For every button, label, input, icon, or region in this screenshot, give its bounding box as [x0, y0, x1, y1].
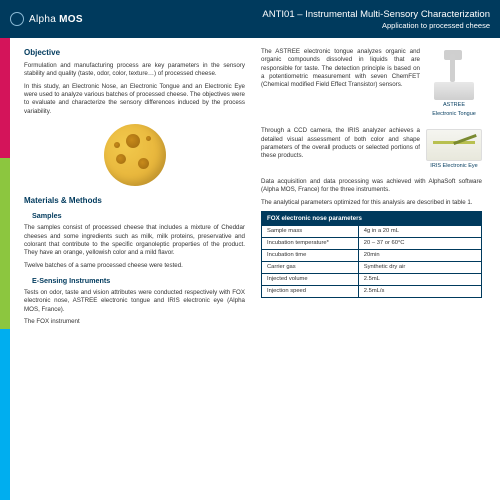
- astree-device: ASTREE Electronic Tongue: [426, 50, 482, 117]
- objective-p2: In this study, an Electronic Nose, an El…: [24, 83, 245, 116]
- table-body: Sample mass4g in a 20 mLIncubation tempe…: [262, 225, 482, 297]
- sidebar-red: [0, 38, 10, 158]
- table-row: Sample mass4g in a 20 mL: [262, 225, 482, 237]
- logo-alpha: Alpha: [29, 14, 56, 25]
- doc-title: ANTI01 – Instrumental Multi-Sensory Char…: [262, 9, 490, 20]
- table-row: Injection speed2.5mL/s: [262, 285, 482, 297]
- table-row: Carrier gasSynthetic dry air: [262, 261, 482, 273]
- fox-params-table: FOX electronic nose parameters Sample ma…: [261, 211, 482, 298]
- cheese-image: [104, 124, 166, 186]
- table-cell: Injected volume: [262, 273, 359, 285]
- sidebar-blue: [0, 329, 10, 500]
- right-column: ASTREE Electronic Tongue The ASTREE elec…: [261, 48, 482, 330]
- header: Alpha MOS ANTI01 – Instrumental Multi-Se…: [0, 0, 500, 38]
- table-cell: 20min: [358, 249, 481, 261]
- acquisition-p: Data acquisition and data processing was…: [261, 178, 482, 195]
- params-p: The analytical parameters optimized for …: [261, 199, 482, 207]
- iris-device: IRIS Electronic Eye: [426, 129, 482, 170]
- doc-subtitle: Application to processed cheese: [262, 21, 490, 30]
- table-cell: Incubation temperature*: [262, 237, 359, 249]
- color-sidebar: [0, 38, 10, 500]
- objective-heading: Objective: [24, 48, 245, 57]
- samples-heading: Samples: [32, 211, 245, 220]
- cheese-hole-icon: [126, 134, 140, 148]
- sidebar-green: [0, 158, 10, 329]
- esensing-p2: The FOX instrument: [24, 318, 245, 326]
- cheese-hole-icon: [114, 142, 120, 148]
- content: Objective Formulation and manufacturing …: [0, 38, 500, 340]
- table-cell: Carrier gas: [262, 261, 359, 273]
- cheese-hole-icon: [138, 158, 149, 169]
- logo-mos: MOS: [59, 14, 83, 25]
- table-row: Incubation time20min: [262, 249, 482, 261]
- cheese-hole-icon: [116, 154, 126, 164]
- materials-heading: Materials & Methods: [24, 196, 245, 205]
- table-cell: 20 – 37 or 60°C: [358, 237, 481, 249]
- table-cell: Incubation time: [262, 249, 359, 261]
- samples-p1: The samples consist of processed cheese …: [24, 224, 245, 257]
- table-cell: Synthetic dry air: [358, 261, 481, 273]
- table-cell: Sample mass: [262, 225, 359, 237]
- iris-caption: IRIS Electronic Eye: [426, 163, 482, 170]
- device-part-icon: [450, 54, 455, 82]
- table-row: Incubation temperature*20 – 37 or 60°C: [262, 237, 482, 249]
- esensing-heading: E-Sensing Instruments: [32, 276, 245, 285]
- astree-icon: [426, 50, 482, 100]
- table-cell: 4g in a 20 mL: [358, 225, 481, 237]
- device-part-icon: [434, 82, 474, 100]
- astree-caption-2: Electronic Tongue: [426, 111, 482, 118]
- logo-text: Alpha MOS: [29, 14, 83, 25]
- cheese-hole-icon: [146, 136, 151, 141]
- astree-caption-1: ASTREE: [426, 102, 482, 109]
- objective-p1: Formulation and manufacturing process ar…: [24, 62, 245, 79]
- table-cell: 2.5mL: [358, 273, 481, 285]
- logo-icon: [10, 12, 24, 26]
- left-column: Objective Formulation and manufacturing …: [24, 48, 245, 330]
- table-row: Injected volume2.5mL: [262, 273, 482, 285]
- table-cell: Injection speed: [262, 285, 359, 297]
- iris-icon: [426, 129, 482, 161]
- table-cell: 2.5mL/s: [358, 285, 481, 297]
- header-titles: ANTI01 – Instrumental Multi-Sensory Char…: [262, 9, 490, 30]
- table-title: FOX electronic nose parameters: [262, 211, 482, 225]
- samples-p2: Twelve batches of a same processed chees…: [24, 262, 245, 270]
- esensing-p1: Tests on odor, taste and vision attribut…: [24, 289, 245, 314]
